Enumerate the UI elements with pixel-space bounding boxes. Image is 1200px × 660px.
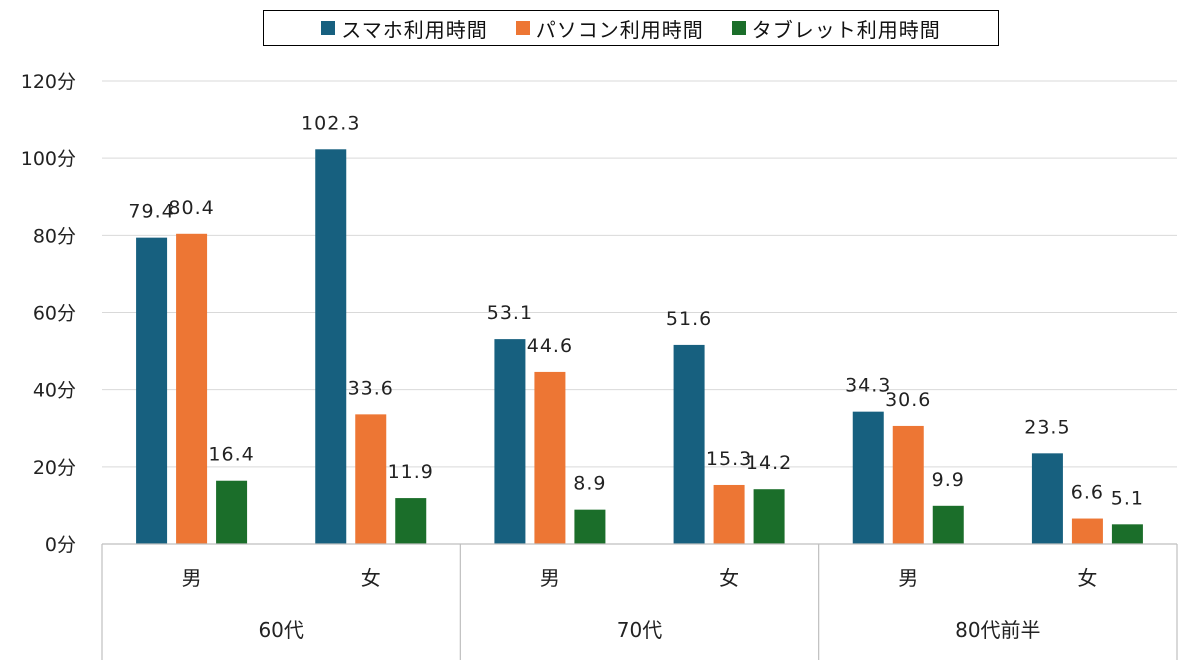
x-tick-label: 男 [182, 566, 202, 590]
bar [753, 489, 785, 544]
legend-item-smartphone: スマホ利用時間 [321, 14, 487, 43]
y-tick-label: 60分 [33, 303, 76, 325]
bar [216, 480, 248, 544]
data-label: 51.6 [666, 308, 712, 330]
bar [1071, 518, 1103, 544]
bar [673, 344, 705, 544]
data-label: 6.6 [1071, 482, 1104, 504]
x-tick-label: 男 [540, 566, 560, 590]
data-label: 80.4 [168, 197, 214, 219]
data-label: 102.3 [301, 112, 360, 134]
x-tick-label: 男 [898, 566, 918, 590]
x-group-label: 80代前半 [955, 618, 1040, 642]
bar [534, 371, 566, 544]
legend-label-pc: パソコン利用時間 [535, 17, 704, 42]
x-group-label: 60代 [258, 618, 303, 642]
y-tick-label: 80分 [33, 225, 76, 247]
data-label: 33.6 [348, 377, 394, 399]
bar [315, 149, 347, 545]
data-label: 14.2 [746, 452, 792, 474]
bar [1031, 453, 1063, 544]
legend-swatch-pc [515, 21, 530, 35]
bar [136, 237, 168, 545]
bar [176, 233, 208, 545]
data-label: 30.6 [885, 389, 931, 411]
data-label: 9.9 [932, 469, 965, 491]
bar [395, 498, 427, 544]
legend: スマホ利用時間 パソコン利用時間 タブレット利用時間 [263, 10, 999, 46]
legend-swatch-smartphone [321, 21, 336, 35]
legend-label-smartphone: スマホ利用時間 [341, 17, 488, 42]
legend-item-tablet: タブレット利用時間 [731, 14, 941, 43]
bar [713, 484, 745, 544]
data-label: 11.9 [388, 461, 434, 483]
x-tick-label: 女 [1077, 566, 1097, 590]
x-tick-label: 女 [719, 566, 739, 590]
y-tick-label: 120分 [21, 71, 76, 93]
bar [1111, 524, 1143, 544]
data-label: 44.6 [527, 335, 573, 357]
y-tick-label: 0分 [45, 534, 76, 556]
data-label: 23.5 [1024, 416, 1070, 438]
data-label: 16.4 [208, 444, 254, 466]
bar [574, 509, 606, 544]
x-tick-label: 女 [361, 566, 381, 590]
legend-item-pc: パソコン利用時間 [515, 14, 704, 43]
bar [932, 505, 964, 544]
y-tick-label: 40分 [33, 380, 76, 402]
data-label: 34.3 [845, 375, 891, 397]
legend-swatch-tablet [731, 21, 746, 35]
bar [355, 414, 387, 544]
y-tick-label: 100分 [21, 148, 76, 170]
data-label: 79.4 [128, 201, 174, 223]
bar [892, 425, 924, 544]
x-group-label: 70代 [617, 618, 662, 642]
data-label: 8.9 [573, 473, 606, 495]
data-label: 15.3 [706, 448, 752, 470]
bar [494, 339, 526, 544]
y-tick-label: 20分 [33, 457, 76, 479]
data-label: 5.1 [1111, 487, 1144, 509]
legend-label-tablet: タブレット利用時間 [751, 17, 941, 42]
data-label: 53.1 [487, 302, 533, 324]
bar [852, 411, 884, 544]
